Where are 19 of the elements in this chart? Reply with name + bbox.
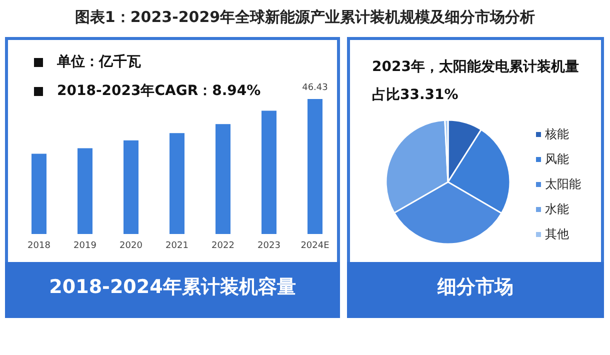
x-tick-label: 2020 — [118, 241, 144, 251]
x-tick-label: 2022 — [210, 241, 236, 251]
legend-label: 其他 — [545, 226, 569, 243]
text: 2018-2024年累计装机容量 — [48, 275, 297, 300]
annotation: 2018-2023年CAGR：8.94% — [57, 82, 261, 100]
x-tick-label: 2018 — [26, 241, 52, 251]
x-tick-label: 2021 — [164, 241, 190, 251]
legend-label: 风能 — [545, 151, 569, 168]
chart-subtitle: 2023年，太阳能发电累计装机量占比33.31% — [372, 58, 580, 105]
x-tick-label: 2019 — [72, 241, 98, 251]
x-tick-label: 2024E — [300, 241, 330, 251]
x-tick-label: 2023 — [256, 241, 282, 251]
legend-label: 水能 — [545, 201, 569, 218]
text: 单位：亿千瓦 — [57, 53, 141, 71]
legend-label: 核能 — [545, 126, 569, 143]
legend-label: 太阳能 — [545, 176, 581, 193]
text: 细分市场 — [436, 275, 514, 300]
chart-title: 图表1：2023-2029年全球新能源产业累计装机规模及细分市场分析 — [74, 8, 536, 27]
data-label: 46.43 — [301, 83, 329, 93]
